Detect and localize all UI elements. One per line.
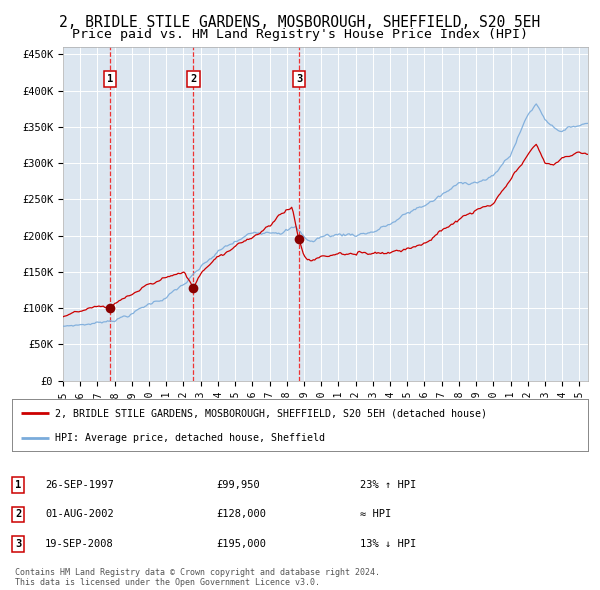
- Text: 2: 2: [15, 510, 21, 519]
- Text: £128,000: £128,000: [216, 510, 266, 519]
- Text: 3: 3: [15, 539, 21, 549]
- Text: 01-AUG-2002: 01-AUG-2002: [45, 510, 114, 519]
- Text: Contains HM Land Registry data © Crown copyright and database right 2024.
This d: Contains HM Land Registry data © Crown c…: [15, 568, 380, 587]
- Text: Price paid vs. HM Land Registry's House Price Index (HPI): Price paid vs. HM Land Registry's House …: [72, 28, 528, 41]
- Text: £195,000: £195,000: [216, 539, 266, 549]
- Text: 2, BRIDLE STILE GARDENS, MOSBOROUGH, SHEFFIELD, S20 5EH (detached house): 2, BRIDLE STILE GARDENS, MOSBOROUGH, SHE…: [55, 408, 487, 418]
- Text: 2: 2: [190, 74, 197, 84]
- Text: 1: 1: [107, 74, 113, 84]
- Text: £99,950: £99,950: [216, 480, 260, 490]
- Text: 13% ↓ HPI: 13% ↓ HPI: [360, 539, 416, 549]
- Text: 26-SEP-1997: 26-SEP-1997: [45, 480, 114, 490]
- Text: HPI: Average price, detached house, Sheffield: HPI: Average price, detached house, Shef…: [55, 434, 325, 443]
- Text: 3: 3: [296, 74, 302, 84]
- Text: ≈ HPI: ≈ HPI: [360, 510, 391, 519]
- Text: 2, BRIDLE STILE GARDENS, MOSBOROUGH, SHEFFIELD, S20 5EH: 2, BRIDLE STILE GARDENS, MOSBOROUGH, SHE…: [59, 15, 541, 30]
- Text: 19-SEP-2008: 19-SEP-2008: [45, 539, 114, 549]
- Text: 23% ↑ HPI: 23% ↑ HPI: [360, 480, 416, 490]
- Text: 1: 1: [15, 480, 21, 490]
